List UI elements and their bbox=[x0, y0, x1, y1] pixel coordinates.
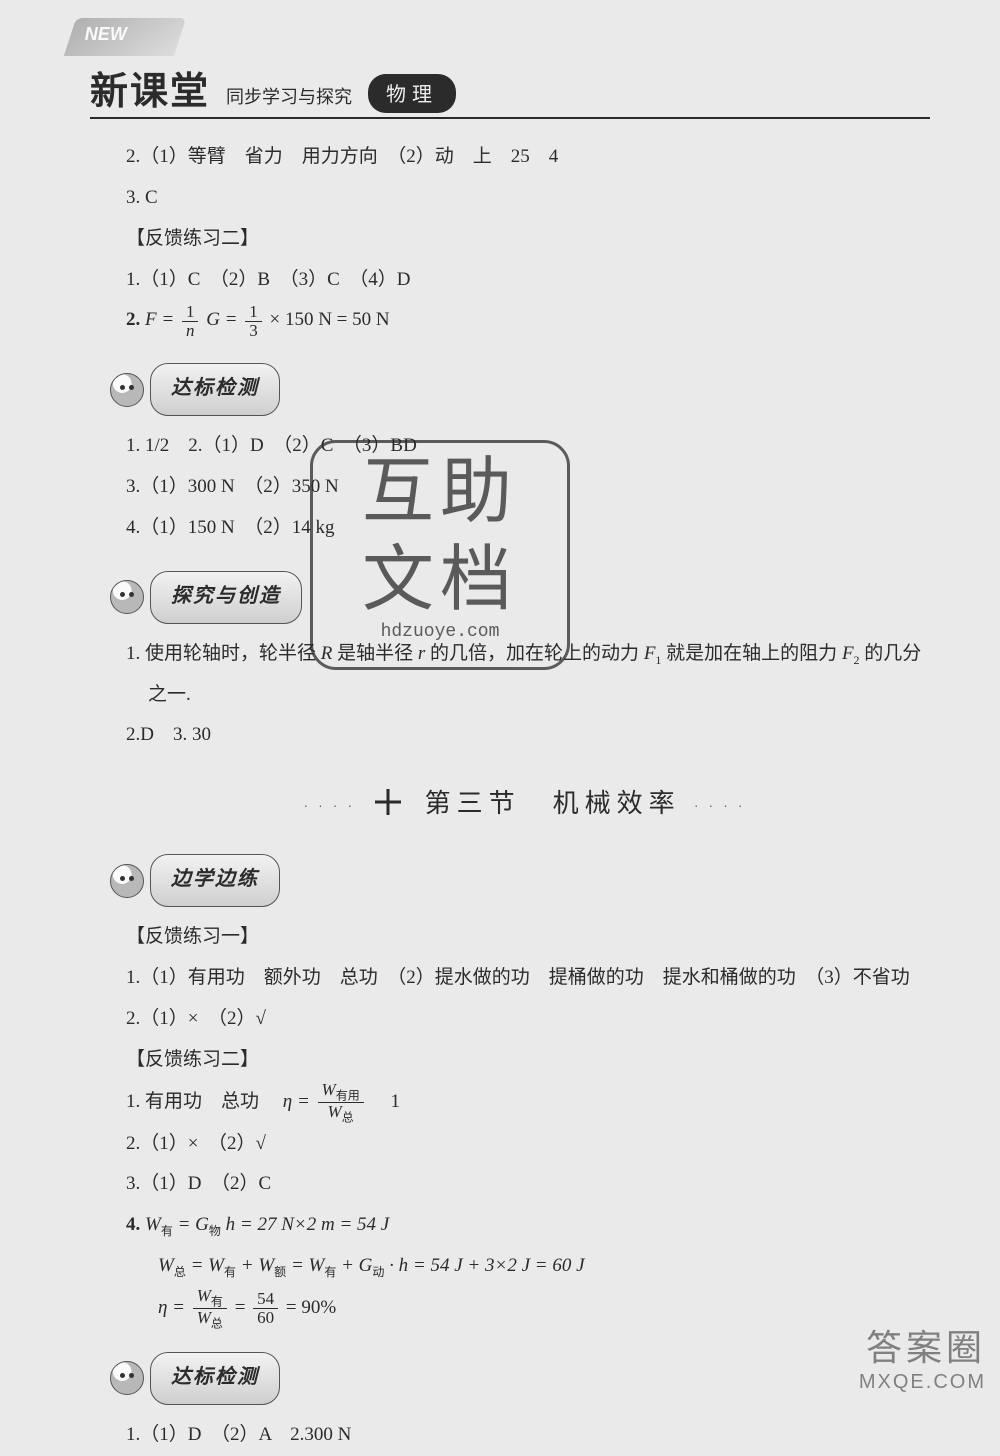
watermark-line1: 答案圈 bbox=[859, 1319, 986, 1371]
answer-line: 2.（1）等臂 省力 用力方向 （2）动 上 25 4 bbox=[126, 137, 930, 178]
answer-line: 2.（1）× （2）√ bbox=[126, 1124, 930, 1165]
fraction: W有用 W总 bbox=[318, 1081, 364, 1124]
answer-line: 之一. bbox=[126, 675, 930, 716]
watermark-corner: 答案圈 MXQE.COM bbox=[859, 1319, 986, 1394]
section-pill-dabiao2: 达标检测 bbox=[110, 1352, 930, 1405]
answer-line: η = W有 W总 = 54 60 = 90% bbox=[126, 1287, 930, 1330]
fraction: 1 3 bbox=[245, 303, 262, 340]
answer-line: 3.（1）D （2）C bbox=[126, 1164, 930, 1205]
answer-line: 1.（1）有用功 额外功 总功 （2）提水做的功 提桶做的功 提水和桶做的功 （… bbox=[126, 958, 930, 999]
mascot-icon bbox=[110, 580, 144, 614]
section-pill-bianxue: 边学边练 bbox=[110, 854, 930, 907]
brand: 新课堂 bbox=[90, 60, 210, 115]
corner-ribbon: NEW bbox=[64, 18, 186, 56]
answer-line: 3. C bbox=[126, 178, 930, 219]
fraction: W有 W总 bbox=[193, 1287, 227, 1330]
page-header: 新课堂 同步学习与探究 物理 bbox=[90, 60, 930, 119]
section-pill-dabiao: 达标检测 bbox=[110, 363, 930, 416]
answer-line: 1. 1/2 2.（1）D （2）C （3）BD bbox=[126, 426, 930, 467]
section-title: 达标检测 bbox=[150, 363, 280, 416]
answer-line: 4.（1）150 N （2）14 kg bbox=[126, 508, 930, 549]
section-pill-tanjiu: 探究与创造 bbox=[110, 571, 930, 624]
answer-line: 2.D 3. 30 bbox=[126, 715, 930, 756]
section-title: 探究与创造 bbox=[150, 571, 302, 624]
answer-line: W总 = W有 + W额 = W有 + G动 · h = 54 J + 3×2 … bbox=[126, 1246, 930, 1287]
answer-line: 2.（1）× （2）√ bbox=[126, 999, 930, 1040]
dots-decor: ···· bbox=[303, 790, 362, 820]
answer-line: 1. 有用功 总功 η = W有用 W总 1 bbox=[126, 1081, 930, 1124]
chapter-title: 第三节 机械效率 bbox=[425, 788, 681, 818]
fraction: 1 n bbox=[182, 303, 199, 340]
chapter-heading: ···· 第三节 机械效率 ···· bbox=[126, 776, 930, 832]
answer-line: 1. 使用轮轴时，轮半径 R 是轴半径 r 的几倍，加在轮上的动力 F1 就是加… bbox=[126, 634, 930, 675]
dots-decor: ···· bbox=[694, 790, 753, 820]
section-title: 达标检测 bbox=[150, 1352, 280, 1405]
header-subtitle: 同步学习与探究 bbox=[226, 83, 352, 109]
subject-pill: 物理 bbox=[368, 74, 456, 113]
answer-line: 4. W有 = G物 h = 27 N×2 m = 54 J bbox=[126, 1205, 930, 1246]
section-bracket: 【反馈练习二】 bbox=[126, 1040, 930, 1081]
corner-ribbon-text: NEW bbox=[71, 18, 181, 51]
mascot-icon bbox=[110, 864, 144, 898]
mascot-icon bbox=[110, 1361, 144, 1395]
section-title: 边学边练 bbox=[150, 854, 280, 907]
fraction: 54 60 bbox=[253, 1290, 278, 1327]
answer-line: 1.（1）C （2）B （3）C （4）D bbox=[126, 260, 930, 301]
page: NEW 新课堂 同步学习与探究 物理 2.（1）等臂 省力 用力方向 （2）动 … bbox=[0, 0, 1000, 1456]
content: 2.（1）等臂 省力 用力方向 （2）动 上 25 4 3. C 【反馈练习二】… bbox=[90, 137, 930, 1456]
watermark-line2: MXQE.COM bbox=[859, 1371, 986, 1394]
answer-line: 3.（1）300 N （2）350 N bbox=[126, 467, 930, 508]
answer-line: 2. F = 1 n G = 1 3 × 150 N = 50 N bbox=[126, 300, 930, 341]
section-bracket: 【反馈练习一】 bbox=[126, 917, 930, 958]
mascot-icon bbox=[110, 373, 144, 407]
star-icon bbox=[375, 789, 401, 815]
answer-line: 1.（1）D （2）A 2.300 N bbox=[126, 1415, 930, 1456]
section-bracket: 【反馈练习二】 bbox=[126, 219, 930, 260]
